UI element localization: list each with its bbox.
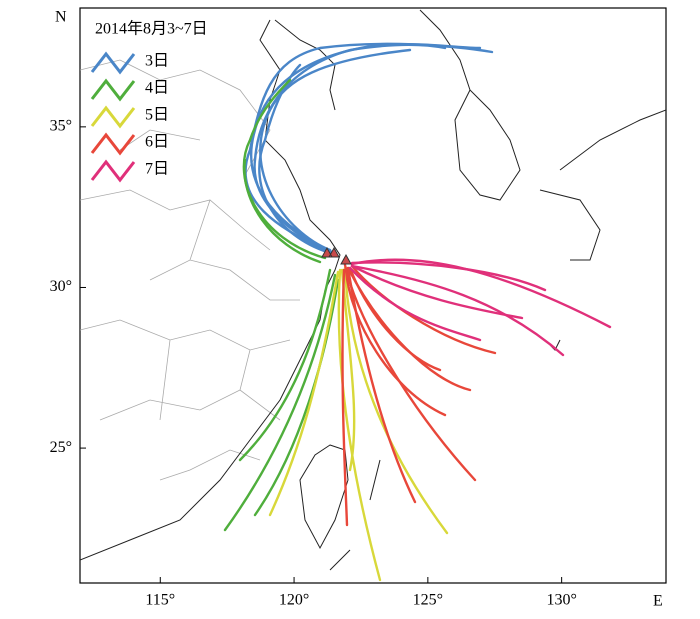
trajectory bbox=[242, 78, 327, 260]
trajectory bbox=[259, 48, 412, 252]
legend-label: 4日 bbox=[145, 80, 169, 97]
trajectory bbox=[243, 158, 322, 264]
legend-swatch bbox=[90, 51, 136, 75]
trajectory bbox=[341, 268, 349, 527]
legend-swatch bbox=[90, 78, 136, 102]
y-tick-label: 35° bbox=[50, 118, 72, 135]
x-tick-label: 115° bbox=[145, 592, 175, 609]
trajectory bbox=[350, 264, 497, 355]
legend-swatch bbox=[90, 132, 136, 156]
trajectory bbox=[253, 278, 340, 517]
map-title: 2014年8月3~7日 bbox=[95, 20, 208, 38]
x-tick-label: 130° bbox=[546, 592, 576, 609]
trajectory bbox=[238, 268, 332, 462]
trajectory bbox=[223, 273, 337, 532]
trajectories bbox=[223, 42, 612, 582]
y-tick-label: 30° bbox=[50, 278, 72, 295]
legend-label: 3日 bbox=[145, 53, 169, 70]
trajectory bbox=[343, 266, 449, 535]
y-tick-label: 25° bbox=[50, 439, 72, 456]
trajectory bbox=[350, 264, 565, 357]
trajectory bbox=[350, 264, 524, 320]
basemap bbox=[80, 9, 666, 571]
legend-label: 5日 bbox=[145, 107, 169, 124]
x-tick-label: 120° bbox=[279, 592, 309, 609]
trajectory bbox=[350, 261, 547, 292]
trajectory bbox=[268, 270, 340, 517]
trajectory bbox=[348, 266, 482, 342]
x-tick-label: 125° bbox=[413, 592, 443, 609]
trajectory bbox=[346, 266, 417, 504]
legend-swatch bbox=[90, 159, 136, 183]
trajectory bbox=[337, 268, 382, 582]
trajectory bbox=[340, 268, 356, 472]
x-axis-label: E bbox=[653, 593, 663, 610]
legend-label: 7日 bbox=[145, 161, 169, 178]
legend-swatch bbox=[90, 105, 136, 129]
y-axis-label: N bbox=[55, 9, 67, 26]
trajectory bbox=[344, 268, 447, 417]
province-borders bbox=[80, 59, 300, 481]
trajectory bbox=[346, 266, 472, 392]
legend-label: 6日 bbox=[145, 134, 169, 151]
start-markers bbox=[321, 246, 352, 265]
